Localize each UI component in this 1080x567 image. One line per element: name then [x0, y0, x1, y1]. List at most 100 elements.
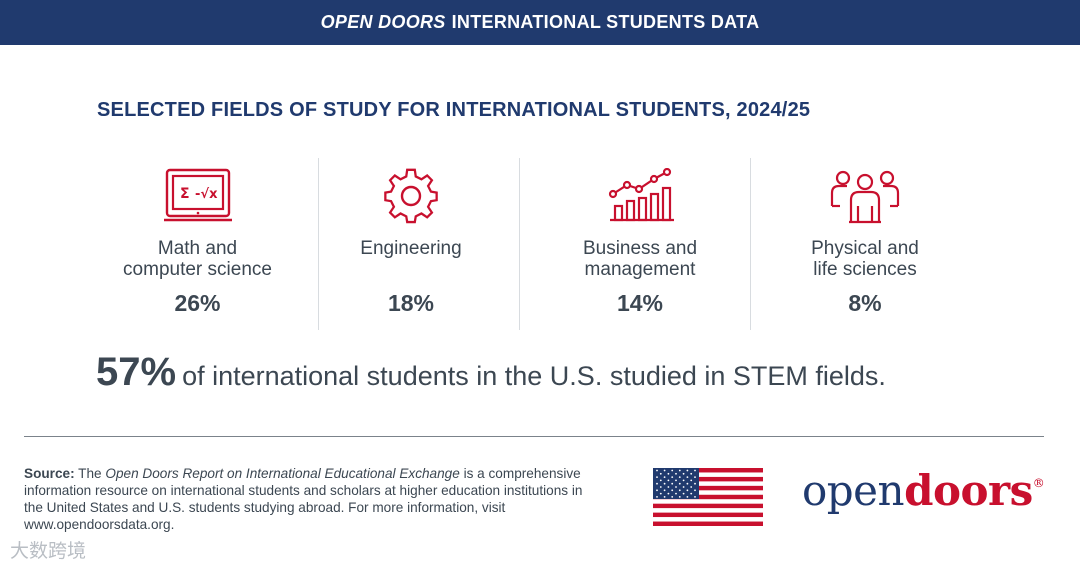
flag-star [667, 492, 670, 495]
flag-star [659, 486, 662, 488]
flag-star [667, 486, 670, 488]
field-sciences: Physical and life sciences 8% [770, 158, 960, 330]
flag-stripe [653, 521, 763, 526]
flag-star [686, 469, 689, 472]
field-percent: 14% [616, 290, 664, 316]
flag-star [686, 482, 689, 485]
flag-star [675, 479, 677, 482]
flag-star [690, 492, 693, 495]
field-label: Math and [157, 238, 238, 259]
flag-star [682, 479, 685, 482]
flag-star [678, 476, 681, 478]
flag-star [656, 482, 658, 485]
source-body: is a comprehensive information resource … [24, 466, 583, 532]
flag-star [671, 482, 674, 485]
banner-title: INTERNATIONAL STUDENTS DATA [451, 12, 760, 32]
field-math-cs: Σ -√x Math and computer science 26% [90, 158, 305, 330]
flag-stripe [653, 494, 763, 500]
logo-open: open [802, 466, 905, 515]
flag-star [667, 479, 670, 482]
flag-star [690, 479, 693, 482]
flag-stripe [653, 481, 763, 487]
flag-star [686, 476, 689, 478]
flag-star [671, 469, 674, 472]
flag-stripe [653, 472, 763, 478]
flag-star [663, 482, 666, 485]
svg-text:-√x: -√x [195, 187, 218, 202]
flag-star [686, 489, 689, 492]
flag-stripe [653, 468, 763, 473]
field-label: management [584, 259, 696, 280]
flag-star [694, 489, 696, 492]
flag-star [678, 469, 681, 472]
logo-doors: doors [904, 466, 1033, 515]
divider [519, 158, 520, 330]
stem-text: of international students in the U.S. st… [182, 361, 886, 391]
flag-star [656, 489, 658, 492]
flag-star [656, 476, 658, 478]
flag-stripe [653, 499, 763, 504]
flag-star [690, 486, 693, 488]
field-label: Business and [582, 238, 698, 259]
source-label: Source: [24, 466, 75, 481]
flag-star [678, 482, 681, 485]
watermark: 大数跨境 [10, 540, 87, 562]
field-percent: 18% [387, 290, 435, 316]
flag-star [663, 489, 666, 492]
flag-star [686, 496, 689, 498]
flag-star [671, 476, 674, 478]
stem-statement: 57% of international students in the U.S.… [96, 350, 886, 395]
source-report-title: Open Doors Report on International Educa… [105, 466, 460, 481]
flag-stripe [653, 512, 763, 518]
flag-star [694, 476, 696, 478]
people-icon [830, 170, 900, 224]
flag-star [667, 472, 670, 475]
flag-star [675, 486, 677, 488]
stem-percent: 57% [96, 350, 177, 394]
flag-star [694, 482, 696, 485]
flag-star [671, 489, 674, 492]
growth-chart-icon [608, 168, 674, 222]
flag-stripe [653, 476, 763, 482]
flag-star [694, 469, 696, 472]
flag-star [659, 492, 662, 495]
flag-star [694, 496, 696, 498]
field-percent: 26% [174, 290, 221, 316]
flag-stripe [653, 517, 763, 522]
laptop-math-icon: Σ -√x [163, 168, 232, 222]
flag-stripe [653, 503, 763, 509]
section-title: SELECTED FIELDS OF STUDY FOR INTERNATION… [97, 99, 811, 121]
flag-star [678, 496, 681, 498]
flag-star [682, 486, 685, 488]
gear-icon [384, 168, 438, 224]
flag-stripe [653, 508, 763, 513]
logo-registered: ® [1032, 476, 1045, 490]
field-label: life sciences [813, 259, 917, 280]
flag-star [656, 496, 658, 498]
svg-text:Σ: Σ [180, 186, 190, 202]
flag-star [663, 476, 666, 478]
flag-star [682, 492, 685, 495]
flag-star [675, 472, 677, 475]
flag-star [671, 496, 674, 498]
flag-star [690, 472, 693, 475]
field-business: Business and management 14% [545, 158, 735, 330]
flag-star [675, 492, 677, 495]
flag-star [659, 479, 662, 482]
field-label: Physical and [811, 238, 919, 259]
field-engineering: Engineering 18% [325, 158, 497, 330]
fields-row: Σ -√x Math and computer science 26% Engi… [90, 158, 1010, 330]
divider [318, 158, 319, 330]
flag-stripe [653, 490, 763, 495]
us-flag-icon [653, 468, 763, 526]
flag-star [656, 469, 658, 472]
flag-star [663, 469, 666, 472]
flag-star [659, 472, 662, 475]
source-note: Source: The Open Doors Report on Interna… [24, 465, 584, 533]
field-percent: 8% [848, 290, 882, 316]
field-label: Engineering [360, 238, 462, 259]
footer-divider [24, 436, 1044, 437]
banner-brand: OPEN DOORS [320, 12, 446, 32]
flag-star [663, 496, 666, 498]
source-pre: The [78, 466, 102, 481]
